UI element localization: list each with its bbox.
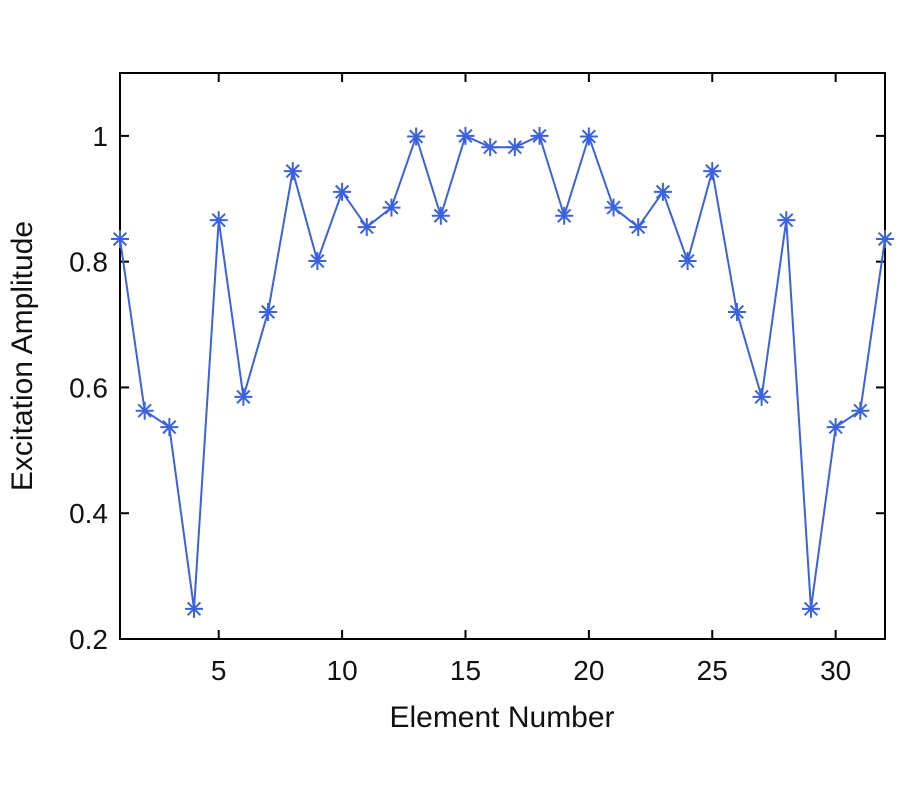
x-tick-label: 10 [327, 655, 358, 686]
data-point [653, 182, 672, 201]
data-point [111, 230, 129, 249]
data-point [555, 206, 574, 225]
y-axis: 0.2 0.4 0.6 0.8 1 [69, 121, 885, 655]
x-axis: 5 10 15 20 25 30 [211, 73, 851, 686]
data-point [579, 127, 598, 146]
data-point [678, 252, 697, 271]
data-point [333, 182, 352, 201]
data-point [234, 387, 253, 406]
plot-area-frame [119, 72, 886, 640]
data-point [431, 206, 450, 225]
data-point [185, 599, 204, 618]
y-tick-label: 1 [92, 121, 108, 152]
data-point [382, 198, 401, 217]
y-tick-label: 0.6 [69, 372, 108, 403]
x-axis-label: Element Number [389, 701, 614, 734]
data-point [209, 211, 228, 230]
y-tick-label: 0.2 [69, 624, 108, 655]
data-point [283, 162, 302, 181]
series-group [111, 126, 894, 618]
data-point [604, 198, 623, 217]
data-point [135, 401, 154, 420]
data-point [727, 302, 746, 321]
y-axis-label: Excitation Amplitude [6, 221, 39, 491]
data-point [777, 211, 796, 230]
data-point [703, 162, 722, 181]
data-point [259, 302, 278, 321]
data-point [876, 230, 894, 249]
data-point [160, 418, 179, 437]
data-point [826, 418, 845, 437]
x-tick-label: 15 [450, 655, 481, 686]
x-tick-label: 25 [697, 655, 728, 686]
data-point [801, 599, 820, 618]
data-point [629, 218, 648, 237]
x-tick-label: 20 [573, 655, 604, 686]
data-point [530, 126, 549, 145]
x-tick-label: 30 [820, 655, 851, 686]
data-point [357, 218, 376, 237]
y-tick-label: 0.8 [69, 247, 108, 278]
data-point [752, 387, 771, 406]
data-point [851, 401, 870, 420]
data-point [505, 138, 524, 157]
y-tick-label: 0.4 [69, 498, 108, 529]
data-point [481, 138, 500, 157]
data-point [456, 126, 475, 145]
x-tick-label: 5 [211, 655, 227, 686]
data-point [308, 252, 327, 271]
data-point [407, 127, 426, 146]
series-line [119, 133, 886, 609]
